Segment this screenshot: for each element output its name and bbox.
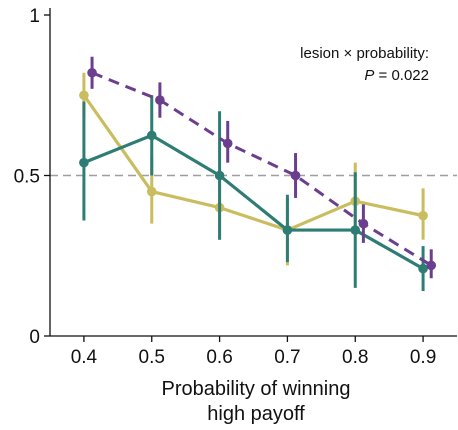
- annotation-p-symbol: P: [364, 67, 374, 84]
- series-line-2: [91, 71, 433, 267]
- ticks-layer: 0.4 0.5 0.6 0.7 0.8 0.9 0 0.5 1: [14, 6, 437, 368]
- data-point: [155, 95, 165, 105]
- annotation-line2: P = 0.022: [364, 67, 429, 84]
- x-tick-label: 0.9: [410, 347, 436, 368]
- data-point: [146, 130, 157, 141]
- data-point: [418, 210, 428, 221]
- series-1: [79, 95, 428, 292]
- x-axis-label-line2: high payoff: [207, 403, 305, 425]
- data-point: [79, 157, 89, 168]
- annotation-line1: lesion × probability:: [300, 45, 429, 62]
- x-tick-label: 0.4: [71, 347, 98, 368]
- data-point: [418, 263, 428, 274]
- x-tick-label: 0.5: [139, 347, 165, 368]
- data-point: [350, 225, 361, 235]
- data-point: [222, 138, 233, 149]
- data-point: [79, 90, 89, 101]
- data-point: [426, 260, 437, 271]
- x-tick-label: 0.8: [342, 347, 368, 368]
- series-2: [87, 56, 437, 279]
- x-tick-label: 0.6: [206, 347, 232, 368]
- data-point: [358, 218, 369, 229]
- series-layer: [79, 56, 437, 292]
- data-point: [214, 170, 225, 181]
- data-point: [87, 67, 97, 78]
- y-tick-label: 0: [29, 327, 40, 348]
- series-line-1: [83, 133, 424, 270]
- x-tick-label: 0.7: [274, 347, 300, 368]
- data-point: [282, 225, 293, 235]
- series-line-0: [82, 94, 424, 232]
- y-tick-label: 0.5: [14, 167, 40, 188]
- annotation-p-value: = 0.022: [374, 67, 429, 84]
- y-tick-label: 1: [29, 6, 40, 27]
- data-point: [290, 170, 301, 181]
- axes-layer: [49, 8, 457, 337]
- data-point: [146, 186, 157, 197]
- x-axis-label-line1: Probability of winning: [162, 378, 351, 400]
- series-0: [79, 72, 428, 266]
